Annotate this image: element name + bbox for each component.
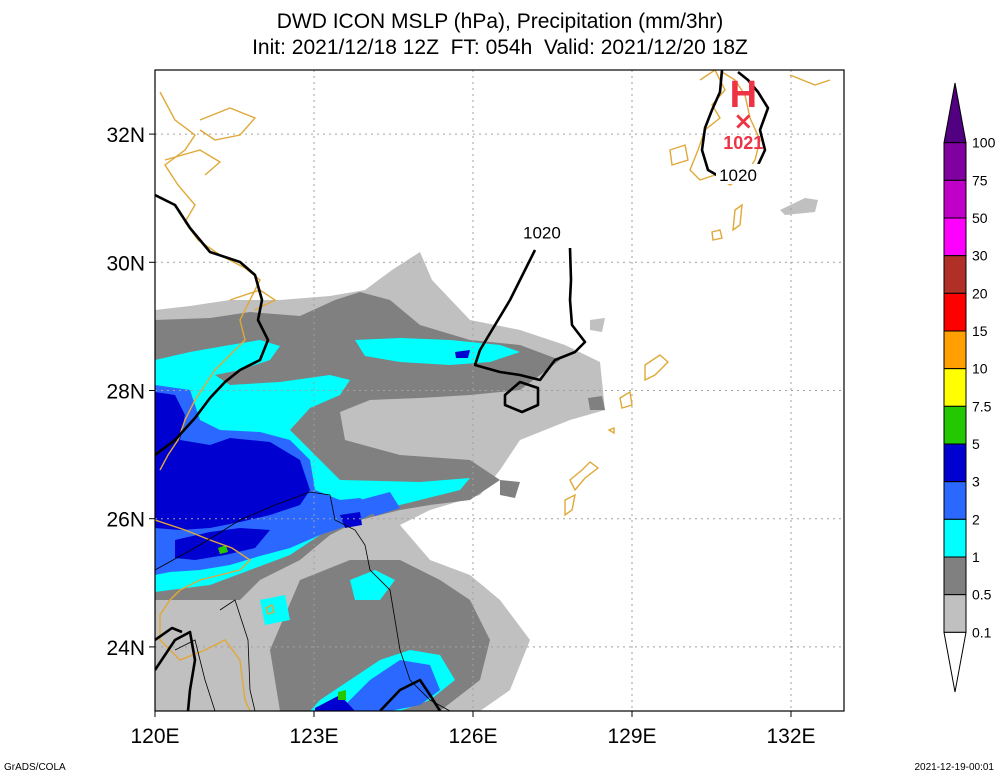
colorbar-label: 75 bbox=[972, 172, 988, 188]
map-title: DWD ICON MSLP (hPa), Precipitation (mm/3… bbox=[276, 10, 724, 33]
coastline-islet bbox=[607, 426, 615, 435]
isobar-south-1 bbox=[155, 630, 197, 711]
coastline-china-inlet bbox=[199, 107, 257, 141]
colorbar-segment bbox=[943, 255, 967, 294]
coastline-islet bbox=[265, 603, 275, 615]
colorbar-label: 0.1 bbox=[972, 624, 992, 640]
map-axes: 120E 123E 126E 129E 132E 24N 26N 28N 30N 32N bbox=[106, 124, 815, 748]
colorbar-label: 30 bbox=[972, 248, 988, 264]
isobar-1020-west bbox=[155, 193, 270, 457]
precip-green-area bbox=[338, 690, 346, 700]
precip-light-gray-area bbox=[780, 198, 818, 215]
map-grid bbox=[155, 70, 844, 711]
colorbar-label: 2 bbox=[972, 511, 980, 527]
colorbar-segment bbox=[943, 405, 967, 445]
colorbar-label: 7.5 bbox=[972, 398, 992, 414]
y-tick-label: 32N bbox=[106, 124, 145, 147]
colorbar-segment bbox=[943, 631, 967, 693]
isobar-label-bg bbox=[519, 221, 564, 242]
colorbar-segment bbox=[943, 368, 967, 407]
y-tick-label: 24N bbox=[106, 637, 145, 660]
footer-credit: GrADS/COLA bbox=[4, 762, 66, 773]
precipitation-field bbox=[155, 198, 818, 711]
map-subtitle: Init: 2021/12/18 12Z FT: 054h Valid: 202… bbox=[252, 36, 748, 59]
border-line bbox=[174, 639, 216, 711]
colorbar-segment bbox=[943, 179, 967, 219]
coastlines bbox=[155, 70, 831, 711]
border-line bbox=[155, 491, 451, 711]
colorbar-segment bbox=[943, 292, 967, 332]
precip-light-gray-area bbox=[590, 318, 605, 332]
colorbar-segment bbox=[943, 217, 967, 257]
colorbar-label: 50 bbox=[972, 210, 988, 226]
isobar-label: 1020 bbox=[523, 224, 561, 243]
footer-timestamp: 2021-12-19-00:01 bbox=[914, 762, 994, 773]
precip-dark-gray-area bbox=[588, 396, 605, 410]
precip-dark-blue-area bbox=[155, 392, 310, 530]
colorbar-segment bbox=[943, 518, 967, 558]
coastline-okinawa-3 bbox=[619, 390, 633, 409]
colorbar-segment bbox=[943, 443, 967, 483]
colorbar-label: 0.5 bbox=[972, 587, 992, 603]
colorbar-segment bbox=[943, 82, 967, 144]
x-tick-label: 120E bbox=[130, 725, 179, 748]
x-tick-label: 126E bbox=[448, 725, 497, 748]
x-tick-label: 129E bbox=[607, 725, 656, 748]
colorbar-label: 20 bbox=[972, 285, 988, 301]
coastline-kyushu-west bbox=[669, 144, 689, 166]
coastline-okinawa-1 bbox=[569, 461, 600, 492]
high-pressure-symbol: H bbox=[730, 74, 757, 116]
precip-blue-area bbox=[360, 492, 400, 516]
colorbar-label: 5 bbox=[972, 436, 980, 452]
isobar-south-2 bbox=[155, 626, 183, 642]
precip-dark-gray-area bbox=[500, 480, 520, 498]
coastline-okinawa-2 bbox=[564, 493, 576, 517]
colorbar-label: 10 bbox=[972, 361, 988, 377]
isobar-1020-center bbox=[473, 247, 587, 382]
coastline-tokara bbox=[789, 74, 831, 86]
border-line bbox=[219, 599, 256, 711]
x-tick-label: 123E bbox=[289, 725, 338, 748]
high-pressure-marker-icon: × bbox=[733, 107, 753, 135]
precip-blue-area bbox=[330, 660, 440, 711]
isobar-1020-loop bbox=[503, 380, 540, 414]
precipitation-colorbar: 0.1 0.5 1 2 3 5 7.5 10 15 20 30 50 75 100 bbox=[943, 82, 996, 693]
coastline-east bbox=[164, 149, 222, 176]
colorbar-label: 100 bbox=[972, 135, 996, 151]
x-tick-label: 132E bbox=[766, 725, 815, 748]
coastline-yakushima bbox=[711, 229, 723, 241]
colorbar-segment bbox=[943, 330, 967, 370]
coastline-tanegashima bbox=[732, 203, 743, 232]
coastline-taiwan bbox=[155, 519, 252, 711]
colorbar-segment bbox=[943, 594, 967, 633]
isobar-label-bg bbox=[716, 163, 760, 184]
coastline-china bbox=[159, 91, 261, 471]
coastline-amami bbox=[644, 354, 670, 382]
isobar-south-3 bbox=[379, 678, 442, 711]
colorbar-label: 15 bbox=[972, 323, 988, 339]
colorbar-label: 1 bbox=[972, 549, 980, 565]
colorbar-segment bbox=[943, 481, 967, 520]
colorbar-segment bbox=[943, 142, 967, 181]
precip-dark-blue-area bbox=[315, 695, 355, 711]
high-pressure-center: H × 1021 bbox=[723, 74, 763, 153]
isobar-labels: 1020 1020 bbox=[519, 163, 760, 243]
y-tick-label: 30N bbox=[106, 252, 145, 275]
precip-light-gray-area bbox=[155, 580, 255, 711]
precip-cyan-area bbox=[350, 570, 395, 600]
precip-cyan-area bbox=[260, 595, 290, 625]
y-tick-label: 28N bbox=[106, 381, 145, 404]
high-pressure-value: 1021 bbox=[723, 133, 763, 153]
precip-cyan-area bbox=[355, 338, 520, 365]
colorbar-segment bbox=[943, 556, 967, 596]
isobar-label: 1020 bbox=[719, 166, 757, 185]
precip-dark-blue-area bbox=[455, 350, 470, 358]
y-tick-label: 26N bbox=[106, 509, 145, 532]
precip-green-area bbox=[218, 545, 228, 554]
precip-dark-blue-area bbox=[340, 512, 362, 528]
borders bbox=[155, 491, 451, 711]
colorbar-label: 3 bbox=[972, 474, 980, 490]
coastline-yangtze bbox=[229, 289, 277, 311]
